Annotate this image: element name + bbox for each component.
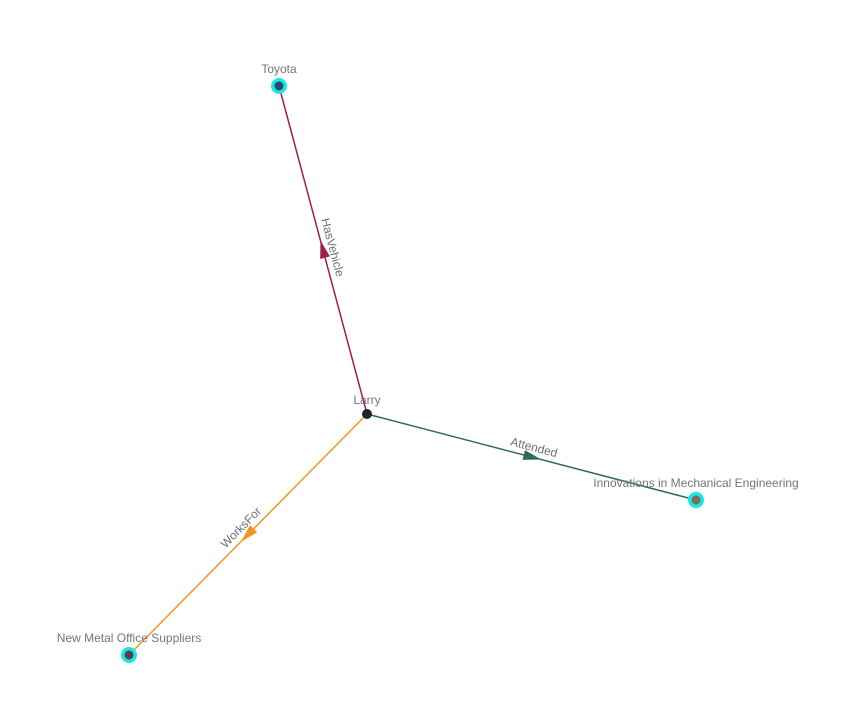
edge-hasvehicle[interactable]: HasVehicle [278,85,368,415]
arrowhead-icon [240,525,258,542]
node-dot-innovations-in-mechanical-engineering[interactable] [691,495,701,505]
arrowhead-icon [320,240,330,260]
node-dot-toyota[interactable] [274,81,284,91]
node-toyota[interactable]: Toyota [261,62,297,94]
edge-label-worksfor: WorksFor [218,504,264,551]
node-dot-larry[interactable] [362,409,372,419]
arrowhead-icon [522,450,542,460]
node-label-innovations-in-mechanical-engineering: Innovations in Mechanical Engineering [593,476,798,490]
node-label-toyota: Toyota [261,62,297,76]
edge-worksfor[interactable]: WorksFor [128,413,368,656]
node-label-larry: Larry [353,393,380,407]
node-larry[interactable]: Larry [353,393,381,419]
node-label-new-metal-office-suppliers: New Metal Office Suppliers [57,631,202,645]
node-new-metal-office-suppliers[interactable]: New Metal Office Suppliers [57,631,202,663]
node-innovations-in-mechanical-engineering[interactable]: Innovations in Mechanical Engineering [593,476,799,508]
node-dot-new-metal-office-suppliers[interactable] [124,650,134,660]
